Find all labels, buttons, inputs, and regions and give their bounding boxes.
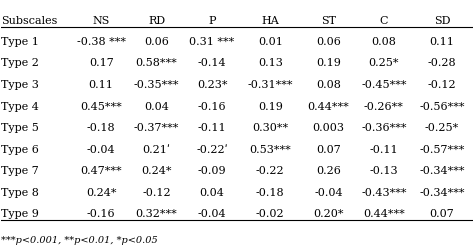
Text: Type 7: Type 7	[1, 166, 39, 175]
Text: -0.16: -0.16	[87, 208, 116, 218]
Text: -0.35***: -0.35***	[134, 80, 179, 90]
Text: 0.13: 0.13	[258, 58, 283, 68]
Text: 0.01: 0.01	[258, 37, 283, 47]
Text: Type 3: Type 3	[1, 80, 39, 90]
Text: ***p<0.001, **p<0.01, *p<0.05: ***p<0.001, **p<0.01, *p<0.05	[1, 235, 158, 244]
Text: -0.38 ***: -0.38 ***	[77, 37, 126, 47]
Text: 0.19: 0.19	[316, 58, 341, 68]
Text: NS: NS	[92, 16, 110, 26]
Text: Subscales: Subscales	[1, 16, 58, 26]
Text: -0.34***: -0.34***	[419, 166, 465, 175]
Text: Type 9: Type 9	[1, 208, 39, 218]
Text: 0.44***: 0.44***	[308, 101, 349, 111]
Text: HA: HA	[261, 16, 279, 26]
Text: 0.21ʹ: 0.21ʹ	[143, 144, 171, 154]
Text: 0.32***: 0.32***	[136, 208, 177, 218]
Text: -0.45***: -0.45***	[361, 80, 407, 90]
Text: -0.25*: -0.25*	[425, 123, 459, 133]
Text: -0.18: -0.18	[87, 123, 116, 133]
Text: -0.02: -0.02	[256, 208, 284, 218]
Text: -0.11: -0.11	[198, 123, 227, 133]
Text: 0.17: 0.17	[89, 58, 114, 68]
Text: 0.20*: 0.20*	[313, 208, 344, 218]
Text: -0.22ʹ: -0.22ʹ	[196, 144, 228, 154]
Text: -0.22: -0.22	[256, 166, 284, 175]
Text: -0.56***: -0.56***	[419, 101, 465, 111]
Text: -0.09: -0.09	[198, 166, 227, 175]
Text: ST: ST	[321, 16, 336, 26]
Text: -0.13: -0.13	[370, 166, 398, 175]
Text: 0.58***: 0.58***	[136, 58, 177, 68]
Text: -0.16: -0.16	[198, 101, 227, 111]
Text: -0.12: -0.12	[428, 80, 456, 90]
Text: 0.19: 0.19	[258, 101, 283, 111]
Text: -0.11: -0.11	[370, 144, 398, 154]
Text: 0.07: 0.07	[316, 144, 341, 154]
Text: 0.23*: 0.23*	[197, 80, 228, 90]
Text: 0.06: 0.06	[144, 37, 169, 47]
Text: -0.31***: -0.31***	[247, 80, 293, 90]
Text: -0.43***: -0.43***	[361, 187, 407, 197]
Text: 0.11: 0.11	[89, 80, 114, 90]
Text: -0.28: -0.28	[428, 58, 456, 68]
Text: 0.53***: 0.53***	[249, 144, 291, 154]
Text: 0.45***: 0.45***	[80, 101, 122, 111]
Text: -0.57***: -0.57***	[419, 144, 465, 154]
Text: -0.04: -0.04	[198, 208, 227, 218]
Text: Type 4: Type 4	[1, 101, 39, 111]
Text: RD: RD	[148, 16, 165, 26]
Text: -0.12: -0.12	[142, 187, 171, 197]
Text: Type 5: Type 5	[1, 123, 39, 133]
Text: Type 8: Type 8	[1, 187, 39, 197]
Text: 0.30**: 0.30**	[252, 123, 288, 133]
Text: -0.26**: -0.26**	[364, 101, 404, 111]
Text: Type 1: Type 1	[1, 37, 39, 47]
Text: -0.37***: -0.37***	[134, 123, 179, 133]
Text: C: C	[380, 16, 388, 26]
Text: -0.14: -0.14	[198, 58, 227, 68]
Text: 0.25*: 0.25*	[369, 58, 399, 68]
Text: -0.34***: -0.34***	[419, 187, 465, 197]
Text: 0.26: 0.26	[316, 166, 341, 175]
Text: 0.07: 0.07	[430, 208, 455, 218]
Text: P: P	[208, 16, 216, 26]
Text: SD: SD	[434, 16, 450, 26]
Text: -0.04: -0.04	[314, 187, 343, 197]
Text: 0.44***: 0.44***	[363, 208, 405, 218]
Text: 0.003: 0.003	[312, 123, 345, 133]
Text: 0.31 ***: 0.31 ***	[190, 37, 235, 47]
Text: 0.24*: 0.24*	[141, 166, 172, 175]
Text: 0.04: 0.04	[200, 187, 225, 197]
Text: 0.04: 0.04	[144, 101, 169, 111]
Text: -0.36***: -0.36***	[361, 123, 407, 133]
Text: 0.08: 0.08	[372, 37, 396, 47]
Text: Type 6: Type 6	[1, 144, 39, 154]
Text: 0.11: 0.11	[430, 37, 455, 47]
Text: -0.18: -0.18	[256, 187, 284, 197]
Text: 0.08: 0.08	[316, 80, 341, 90]
Text: 0.06: 0.06	[316, 37, 341, 47]
Text: 0.24*: 0.24*	[86, 187, 117, 197]
Text: -0.04: -0.04	[87, 144, 116, 154]
Text: Type 2: Type 2	[1, 58, 39, 68]
Text: 0.47***: 0.47***	[81, 166, 122, 175]
